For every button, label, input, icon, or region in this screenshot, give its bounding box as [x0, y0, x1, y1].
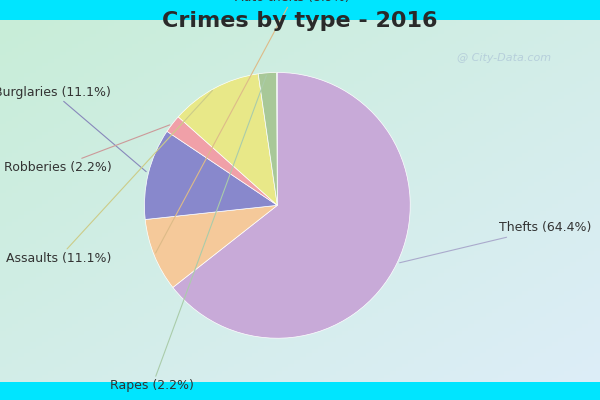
Wedge shape	[173, 72, 410, 338]
Wedge shape	[178, 74, 277, 205]
Text: Burglaries (11.1%): Burglaries (11.1%)	[0, 86, 146, 172]
Wedge shape	[258, 72, 277, 205]
Text: Thefts (64.4%): Thefts (64.4%)	[400, 222, 592, 263]
Wedge shape	[145, 205, 277, 288]
Wedge shape	[167, 117, 277, 205]
Text: Rapes (2.2%): Rapes (2.2%)	[110, 76, 266, 392]
Wedge shape	[145, 131, 277, 220]
Text: Crimes by type - 2016: Crimes by type - 2016	[162, 11, 438, 31]
Text: Assaults (11.1%): Assaults (11.1%)	[6, 90, 212, 265]
Text: Auto thefts (8.9%): Auto thefts (8.9%)	[155, 0, 350, 253]
Text: Robberies (2.2%): Robberies (2.2%)	[4, 125, 170, 174]
Text: @ City-Data.com: @ City-Data.com	[457, 53, 551, 63]
